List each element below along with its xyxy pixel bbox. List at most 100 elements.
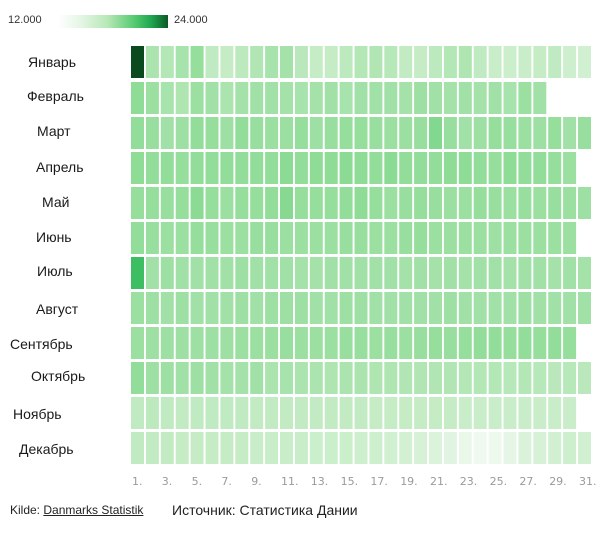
heatmap-cell[interactable]: [443, 362, 457, 394]
heatmap-cell[interactable]: [414, 117, 428, 149]
heatmap-cell[interactable]: [309, 187, 323, 219]
heatmap-cell[interactable]: [235, 327, 249, 359]
heatmap-cell[interactable]: [354, 187, 368, 219]
heatmap-cell[interactable]: [265, 46, 279, 78]
heatmap-cell[interactable]: [488, 397, 502, 429]
heatmap-cell[interactable]: [503, 187, 517, 219]
heatmap-cell[interactable]: [145, 397, 159, 429]
heatmap-cell[interactable]: [131, 222, 144, 254]
heatmap-cell[interactable]: [294, 152, 308, 184]
heatmap-cell[interactable]: [458, 257, 472, 289]
heatmap-cell[interactable]: [205, 187, 219, 219]
heatmap-cell[interactable]: [235, 257, 249, 289]
heatmap-cell[interactable]: [518, 117, 532, 149]
heatmap-cell[interactable]: [563, 257, 577, 289]
heatmap-cell[interactable]: [533, 46, 547, 78]
heatmap-cell[interactable]: [250, 187, 264, 219]
heatmap-cell[interactable]: [265, 82, 279, 114]
heatmap-cell[interactable]: [473, 82, 487, 114]
heatmap-cell[interactable]: [429, 362, 442, 394]
heatmap-cell[interactable]: [384, 432, 398, 464]
heatmap-cell[interactable]: [429, 187, 442, 219]
heatmap-cell[interactable]: [205, 222, 219, 254]
heatmap-cell[interactable]: [369, 187, 383, 219]
heatmap-cell[interactable]: [250, 362, 264, 394]
heatmap-cell[interactable]: [324, 327, 338, 359]
heatmap-cell[interactable]: [339, 257, 353, 289]
heatmap-cell[interactable]: [369, 432, 383, 464]
heatmap-cell[interactable]: [145, 292, 159, 324]
heatmap-cell[interactable]: [175, 117, 189, 149]
heatmap-cell[interactable]: [548, 397, 562, 429]
heatmap-cell[interactable]: [399, 257, 413, 289]
heatmap-cell[interactable]: [220, 292, 234, 324]
heatmap-cell[interactable]: [503, 292, 517, 324]
heatmap-cell[interactable]: [190, 397, 204, 429]
heatmap-cell[interactable]: [458, 117, 472, 149]
heatmap-cell[interactable]: [175, 46, 189, 78]
heatmap-cell[interactable]: [473, 327, 487, 359]
heatmap-cell[interactable]: [429, 152, 442, 184]
heatmap-cell[interactable]: [339, 187, 353, 219]
heatmap-cell[interactable]: [354, 362, 368, 394]
heatmap-cell[interactable]: [160, 292, 174, 324]
heatmap-cell[interactable]: [235, 152, 249, 184]
heatmap-cell[interactable]: [235, 46, 249, 78]
heatmap-cell[interactable]: [384, 222, 398, 254]
heatmap-cell[interactable]: [145, 46, 159, 78]
heatmap-cell[interactable]: [503, 152, 517, 184]
heatmap-cell[interactable]: [443, 82, 457, 114]
heatmap-cell[interactable]: [309, 46, 323, 78]
heatmap-cell[interactable]: [339, 152, 353, 184]
heatmap-cell[interactable]: [339, 117, 353, 149]
heatmap-cell[interactable]: [294, 292, 308, 324]
heatmap-cell[interactable]: [518, 152, 532, 184]
heatmap-cell[interactable]: [205, 292, 219, 324]
heatmap-cell[interactable]: [294, 222, 308, 254]
heatmap-cell[interactable]: [414, 222, 428, 254]
heatmap-cell[interactable]: [518, 222, 532, 254]
heatmap-cell[interactable]: [160, 362, 174, 394]
heatmap-cell[interactable]: [294, 46, 308, 78]
heatmap-cell[interactable]: [548, 46, 562, 78]
heatmap-cell[interactable]: [578, 187, 591, 219]
heatmap-cell[interactable]: [578, 362, 591, 394]
heatmap-cell[interactable]: [235, 292, 249, 324]
heatmap-cell[interactable]: [414, 397, 428, 429]
heatmap-cell[interactable]: [265, 257, 279, 289]
heatmap-cell[interactable]: [488, 257, 502, 289]
heatmap-cell[interactable]: [190, 432, 204, 464]
heatmap-cell[interactable]: [488, 327, 502, 359]
heatmap-cell[interactable]: [548, 327, 562, 359]
heatmap-cell[interactable]: [250, 152, 264, 184]
heatmap-cell[interactable]: [250, 222, 264, 254]
heatmap-cell[interactable]: [399, 362, 413, 394]
heatmap-cell[interactable]: [160, 187, 174, 219]
heatmap-cell[interactable]: [548, 187, 562, 219]
heatmap-cell[interactable]: [399, 82, 413, 114]
heatmap-cell[interactable]: [265, 152, 279, 184]
heatmap-cell[interactable]: [503, 432, 517, 464]
heatmap-cell[interactable]: [354, 327, 368, 359]
heatmap-cell[interactable]: [339, 222, 353, 254]
heatmap-cell[interactable]: [339, 432, 353, 464]
heatmap-cell[interactable]: [429, 82, 442, 114]
heatmap-cell[interactable]: [280, 46, 293, 78]
heatmap-cell[interactable]: [309, 397, 323, 429]
heatmap-cell[interactable]: [354, 257, 368, 289]
heatmap-cell[interactable]: [205, 362, 219, 394]
heatmap-cell[interactable]: [518, 362, 532, 394]
heatmap-cell[interactable]: [548, 432, 562, 464]
heatmap-cell[interactable]: [354, 292, 368, 324]
heatmap-cell[interactable]: [160, 257, 174, 289]
heatmap-cell[interactable]: [369, 397, 383, 429]
heatmap-cell[interactable]: [414, 327, 428, 359]
heatmap-cell[interactable]: [145, 82, 159, 114]
heatmap-cell[interactable]: [190, 187, 204, 219]
heatmap-cell[interactable]: [414, 187, 428, 219]
heatmap-cell[interactable]: [280, 222, 293, 254]
heatmap-cell[interactable]: [369, 327, 383, 359]
heatmap-cell[interactable]: [399, 187, 413, 219]
heatmap-cell[interactable]: [324, 222, 338, 254]
heatmap-cell[interactable]: [160, 397, 174, 429]
